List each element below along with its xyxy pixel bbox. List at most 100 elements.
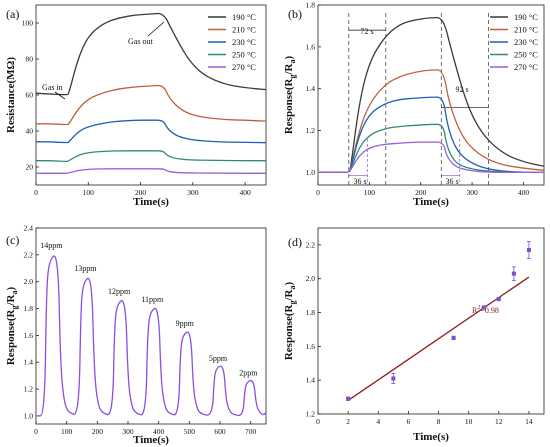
x-tick-label: 8 bbox=[437, 417, 441, 426]
y-tick-label: 2.4 bbox=[24, 224, 34, 233]
series-line bbox=[35, 150, 266, 162]
x-tick-label: 500 bbox=[184, 427, 196, 436]
series-line bbox=[35, 12, 267, 96]
ppm-label: 14ppm bbox=[40, 241, 63, 250]
legend-label: 190 °C bbox=[232, 12, 256, 22]
ppm-label: 5ppm bbox=[209, 354, 228, 363]
x-tick-label: 14 bbox=[525, 417, 533, 426]
series-line bbox=[318, 141, 544, 174]
y-tick-label: 2.2 bbox=[24, 250, 34, 259]
panel-d-y-ticks: 1.2 1.4 1.6 1.8 2.0 2.2 bbox=[306, 240, 321, 419]
panel-d-frame bbox=[317, 227, 545, 415]
panel-d: (d) 1.2 1.4 1.6 1.8 2.0 2.2 0 2 4 6 8 10 12 14 R2=0.… bbox=[283, 227, 545, 443]
panel-c-y-title: Response(Rg/Ra) bbox=[5, 287, 19, 366]
panel-a-x-ticks: 0 100 200 300 400 bbox=[34, 182, 251, 197]
data-point bbox=[511, 271, 516, 276]
x-tick-label: 10 bbox=[465, 417, 473, 426]
panel-c-ppm-labels: 14ppm 13ppm 12ppm 11ppm 9ppm 5ppm 2ppm bbox=[40, 241, 258, 378]
y-tick-label: 1.2 bbox=[24, 385, 34, 394]
panel-c: (c) 1.0 1.2 1.4 1.6 1.8 2.0 2.2 2.4 0 100 200 300 4… bbox=[5, 224, 267, 446]
panel-c-x-ticks: 0 100 200 300 400 500 600 700 bbox=[34, 421, 257, 436]
panel-d-label: (d) bbox=[288, 235, 302, 249]
y-tick-label: 1.8 bbox=[306, 308, 316, 317]
panel-d-y-title: Response(Rg/Ra) bbox=[283, 282, 297, 361]
x-tick-label: 4 bbox=[376, 417, 380, 426]
panel-b-guides bbox=[348, 13, 489, 185]
panel-b-x-title: Time(s) bbox=[413, 196, 449, 208]
x-tick-label: 300 bbox=[187, 188, 199, 197]
panel-a: (a) 20 40 60 80 100 0 100 200 300 400 Gas in Gas… bbox=[5, 4, 267, 208]
data-point bbox=[391, 376, 396, 381]
panel-d-x-ticks: 0 2 4 6 8 10 12 14 bbox=[316, 411, 533, 426]
y-tick-label: 1.8 bbox=[306, 1, 316, 10]
panel-c-label: (c) bbox=[6, 233, 19, 247]
data-point bbox=[451, 335, 456, 340]
panel-a-y-ticks: 20 40 60 80 100 bbox=[22, 19, 39, 172]
x-tick-label: 2 bbox=[346, 417, 350, 426]
y-tick-label: 1.6 bbox=[24, 331, 34, 340]
y-tick-label: 1.6 bbox=[306, 42, 316, 51]
y-tick-label: 1.2 bbox=[306, 410, 316, 419]
y-tick-label: 2.0 bbox=[306, 274, 316, 283]
y-tick-label: 1.4 bbox=[306, 376, 316, 385]
legend-label: 230 °C bbox=[514, 37, 538, 47]
series-line bbox=[35, 168, 266, 174]
y-tick-label: 1.2 bbox=[306, 126, 316, 135]
y-tick-label: 80 bbox=[26, 55, 34, 64]
legend-label: 190 °C bbox=[514, 12, 538, 22]
panel-b-y-title: Response(Rg/Ra) bbox=[283, 56, 297, 135]
panel-b-legend: 190 °C 210 °C 230 °C 250 °C 270 °C bbox=[490, 12, 538, 72]
legend-label: 250 °C bbox=[232, 50, 256, 60]
concentration-series-line bbox=[36, 255, 267, 417]
x-tick-label: 0 bbox=[316, 417, 320, 426]
x-tick-label: 400 bbox=[518, 188, 530, 197]
panel-c-x-title: Time(s) bbox=[133, 434, 169, 446]
ppm-label: 2ppm bbox=[239, 369, 258, 378]
legend-label: 250 °C bbox=[514, 50, 538, 60]
panel-a-label: (a) bbox=[6, 7, 19, 21]
r-squared-annotation: R2=0.98 bbox=[472, 305, 499, 315]
gas-in-arrow bbox=[54, 91, 66, 100]
rise-time-72s: 72 s bbox=[360, 27, 373, 36]
panel-a-legend: 190 °C 210 °C 230 °C 250 °C 270 °C bbox=[208, 12, 256, 72]
y-tick-label: 2.2 bbox=[306, 240, 316, 249]
data-point bbox=[346, 396, 351, 401]
gas-out-arrow bbox=[147, 21, 165, 37]
fit-line bbox=[347, 276, 530, 402]
panel-a-y-title: Resistance(MΩ) bbox=[5, 57, 17, 133]
ppm-label: 9ppm bbox=[176, 319, 195, 328]
y-tick-label: 100 bbox=[22, 19, 34, 28]
x-tick-label: 700 bbox=[245, 427, 257, 436]
y-tick-label: 60 bbox=[26, 91, 34, 100]
y-tick-label: 2.0 bbox=[24, 277, 34, 286]
x-tick-label: 200 bbox=[92, 427, 104, 436]
panel-c-y-ticks: 1.0 1.2 1.4 1.6 1.8 2.0 2.2 2.4 bbox=[24, 224, 39, 420]
panel-b-frame bbox=[317, 4, 545, 186]
x-tick-label: 300 bbox=[122, 427, 134, 436]
panel-c-frame bbox=[35, 227, 267, 425]
x-tick-label: 0 bbox=[34, 427, 38, 436]
y-tick-label: 1.0 bbox=[306, 168, 316, 177]
data-point bbox=[481, 305, 486, 310]
series-line bbox=[318, 16, 545, 174]
x-tick-label: 0 bbox=[316, 188, 320, 197]
panel-d-x-title: Time(s) bbox=[413, 431, 449, 443]
panel-a-series bbox=[35, 12, 267, 174]
y-tick-label: 1.6 bbox=[306, 342, 316, 351]
panel-a-x-title: Time(s) bbox=[133, 196, 169, 208]
legend-label: 270 °C bbox=[232, 62, 256, 72]
x-tick-label: 400 bbox=[239, 188, 251, 197]
x-tick-label: 0 bbox=[34, 188, 38, 197]
x-tick-label: 400 bbox=[153, 427, 165, 436]
x-tick-label: 200 bbox=[135, 188, 147, 197]
panel-b-series bbox=[318, 16, 545, 174]
x-tick-label: 600 bbox=[214, 427, 226, 436]
data-point bbox=[496, 297, 501, 302]
legend-label: 210 °C bbox=[514, 25, 538, 35]
panel-d-fit-line bbox=[347, 276, 530, 402]
y-tick-label: 1.8 bbox=[24, 304, 34, 313]
data-point bbox=[526, 247, 531, 252]
y-tick-label: 40 bbox=[26, 127, 34, 136]
panel-b-x-ticks: 0 100 200 300 400 bbox=[316, 182, 529, 197]
